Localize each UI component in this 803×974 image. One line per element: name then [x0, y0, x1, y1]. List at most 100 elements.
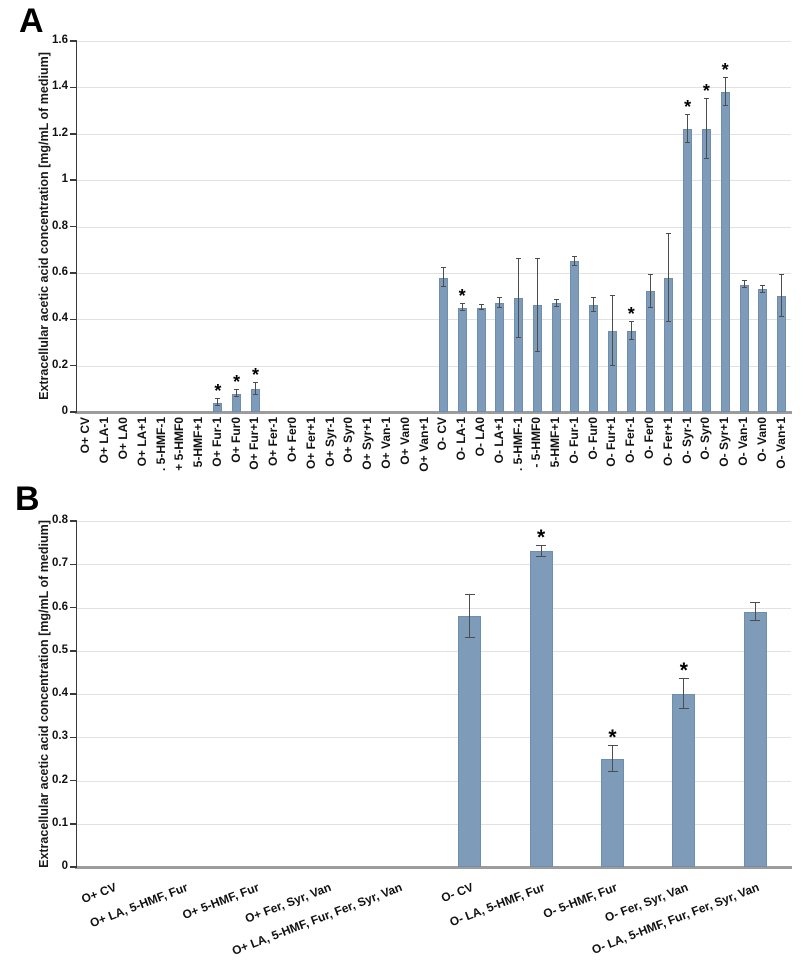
gridline [77, 780, 791, 782]
y-tick-label: 0.1 [52, 816, 68, 829]
bar [720, 92, 730, 412]
error-bar [518, 259, 520, 338]
x-tick-label-slot: O- Fer-1 [621, 417, 640, 519]
x-tick-label-slot: O+ CV [76, 417, 95, 519]
y-tick-label: 1.2 [52, 126, 68, 139]
y-tick-mark [70, 693, 77, 695]
y-tick-label: 0.7 [52, 557, 68, 570]
x-tick-label-slot: O+ Fur0 [226, 417, 245, 519]
error-cap [750, 619, 761, 621]
error-bar [668, 233, 670, 322]
x-tick-label: O- Van+1 [773, 417, 788, 469]
error-cap [610, 364, 615, 366]
error-cap [536, 545, 547, 547]
error-cap [678, 708, 689, 710]
y-tick-mark [70, 86, 77, 89]
error-bar [555, 299, 557, 307]
error-bar [687, 115, 689, 143]
x-tick-label-slot: O+ Fer0 [283, 417, 302, 519]
x-tick-label-slot: O+ Syr+1 [358, 417, 377, 519]
error-cap [253, 382, 258, 383]
error-cap [440, 267, 446, 269]
error-bar [574, 256, 576, 266]
x-tick-label: O+ Syr-1 [322, 417, 337, 467]
y-tick-label: 1.6 [52, 34, 68, 46]
error-cap [591, 297, 597, 299]
bar [739, 284, 749, 412]
error-cap [591, 311, 597, 313]
x-tick-label: O- Van-1 [735, 417, 750, 466]
error-cap [722, 77, 728, 79]
y-tick-mark [70, 272, 77, 274]
x-tick-label: O- Syr+1 [717, 417, 732, 467]
x-tick-label-slot: . 5-HMF-1 [508, 417, 527, 519]
error-bar [540, 546, 542, 557]
x-tick-label: O+ CV [79, 880, 119, 907]
x-tick-label: O- LA+1 [491, 417, 506, 464]
x-tick-label: O- Syr0 [698, 417, 713, 460]
x-tick-label: O- Van0 [754, 417, 769, 462]
error-cap [459, 303, 465, 305]
error-bar [255, 383, 256, 395]
significance-star: * [679, 658, 688, 682]
y-tick-label: 0.2 [52, 358, 68, 371]
error-bar [612, 296, 613, 366]
error-cap [497, 306, 503, 308]
x-tick-label: . 5-HMF-1 [153, 417, 168, 471]
significance-star: * [608, 725, 617, 749]
y-tick-mark [70, 411, 77, 413]
y-axis-title-a: Extracellular acetic acid concentration … [37, 52, 51, 400]
x-tick-label: O+ Fur+1 [247, 417, 262, 470]
x-tick-label: O+ CV [78, 417, 93, 454]
significance-star: * [458, 286, 466, 307]
error-cap [516, 336, 522, 338]
bar [683, 129, 693, 412]
y-tick-mark [70, 179, 77, 181]
significance-star: * [721, 60, 729, 81]
error-bar [593, 298, 595, 313]
plot-area-b: 0 0.1 0.2 0.3 0.4 0.5 0.6 0.7 0.8 * * * [52, 514, 792, 872]
y-tick-mark [70, 133, 77, 135]
x-tick-label: O+ Fer+1 [303, 417, 318, 470]
error-cap [647, 306, 653, 308]
significance-star: * [214, 381, 222, 402]
error-cap [779, 274, 785, 276]
y-tick-label: 0.4 [52, 687, 68, 699]
x-tick-label: O- LA-1 [454, 417, 469, 461]
plot-area-a: 0 0.2 0.4 0.6 0.8 1 1.2 1.4 1.6 * * * * * * * * [52, 34, 792, 417]
bar [457, 307, 467, 412]
bar [551, 303, 561, 412]
x-tick-label: O- Fer+1 [660, 417, 675, 467]
y-tick-mark [70, 563, 77, 565]
x-tick-label: O+ Van+1 [416, 417, 431, 472]
error-bar [762, 285, 764, 293]
error-cap [572, 255, 578, 257]
error-cap [534, 258, 540, 259]
y-tick-mark [70, 225, 77, 228]
bar [626, 330, 636, 412]
y-tick-label: 0.2 [52, 773, 68, 786]
gridline [77, 180, 791, 182]
gridline [77, 650, 791, 652]
x-tick-label-slot: O- Fur+1 [602, 417, 621, 519]
y-tick-label: 0.4 [52, 312, 68, 325]
bar [570, 261, 580, 412]
y-tick-label: 0.5 [52, 643, 68, 656]
significance-star: * [684, 97, 692, 118]
x-tick-label: O- CV [439, 880, 476, 906]
error-cap [703, 98, 709, 99]
error-cap [234, 395, 240, 397]
gridline [77, 737, 791, 739]
x-axis-baseline [75, 865, 792, 869]
x-tick-label: 5-HMF+1 [548, 417, 563, 468]
x-tick-label-slot: O+ LA+1 [132, 417, 151, 519]
x-tick-label-slot: O- Fur-1 [565, 417, 584, 519]
error-cap [722, 104, 728, 106]
x-tick-label-slot: O- Van-1 [734, 417, 753, 519]
error-cap [464, 636, 475, 638]
bar [701, 129, 711, 412]
error-cap [553, 298, 559, 300]
x-tick-label: O+ Fer-1 [266, 417, 281, 467]
y-tick-mark [70, 779, 77, 782]
y-tick-mark [70, 318, 77, 320]
